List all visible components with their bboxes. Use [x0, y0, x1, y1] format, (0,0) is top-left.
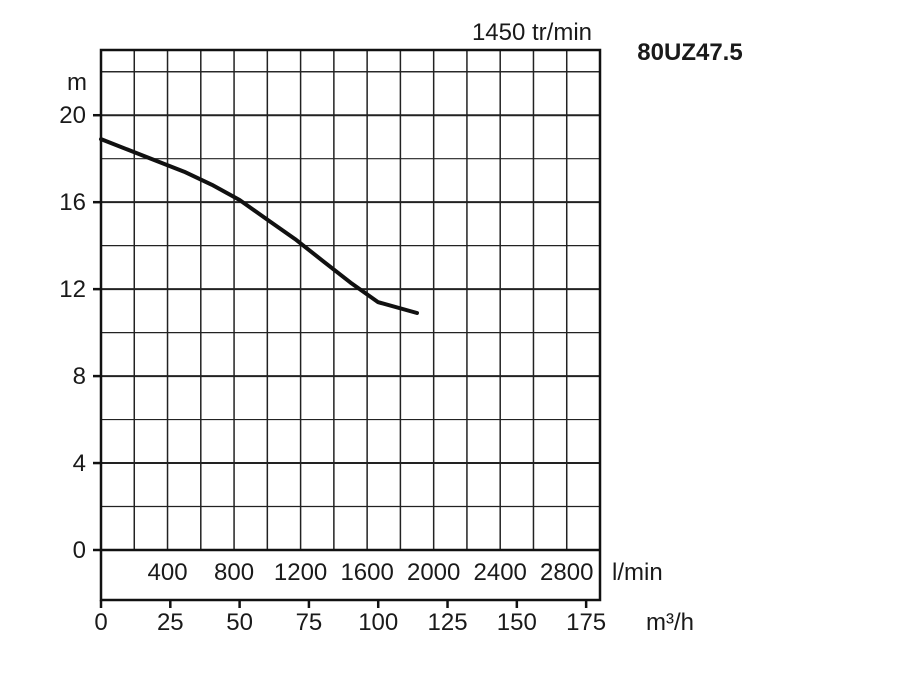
m3h-tick-label: 75 [296, 609, 323, 636]
lmin-tick-label: 2800 [540, 559, 593, 586]
y-tick-label: 4 [73, 450, 86, 477]
m3h-axis-ticks: 0 25 50 75 100 125 150 175 [94, 600, 606, 636]
y-tick-label: 16 [59, 189, 86, 216]
plot-frame [99, 48, 602, 602]
m3h-tick-label: 25 [157, 609, 184, 636]
y-tick-label: 20 [59, 102, 86, 129]
head-flow-curve [99, 137, 419, 315]
lmin-axis-ticks: 400 800 1200 1600 2000 2400 2800 [148, 559, 594, 586]
lmin-tick-label: 2400 [474, 559, 527, 586]
y-axis-ticks: 20 16 12 8 4 0 [59, 102, 101, 564]
y-axis-unit: m [67, 69, 87, 96]
lmin-tick-label: 800 [214, 559, 254, 586]
grid-major [101, 50, 600, 550]
y-tick-label: 0 [73, 537, 86, 564]
m3h-tick-label: 0 [94, 609, 107, 636]
lmin-tick-label: 2000 [407, 559, 460, 586]
m3h-tick-label: 150 [497, 609, 537, 636]
model-title: 80UZ47.5 [637, 39, 742, 66]
grid-minor [101, 71, 600, 508]
y-tick-label: 8 [73, 363, 86, 390]
lmin-tick-label: 1200 [274, 559, 327, 586]
lmin-tick-label: 400 [148, 559, 188, 586]
y-tick-label: 12 [59, 276, 86, 303]
lmin-tick-label: 1600 [340, 559, 393, 586]
m3h-tick-label: 125 [428, 609, 468, 636]
m3h-tick-label: 50 [226, 609, 253, 636]
m3h-tick-label: 100 [358, 609, 398, 636]
m3h-axis-unit: m³/h [646, 609, 694, 636]
m3h-tick-label: 175 [566, 609, 606, 636]
speed-label: 1450 tr/min [472, 19, 592, 46]
lmin-axis-unit: l/min [612, 559, 663, 586]
